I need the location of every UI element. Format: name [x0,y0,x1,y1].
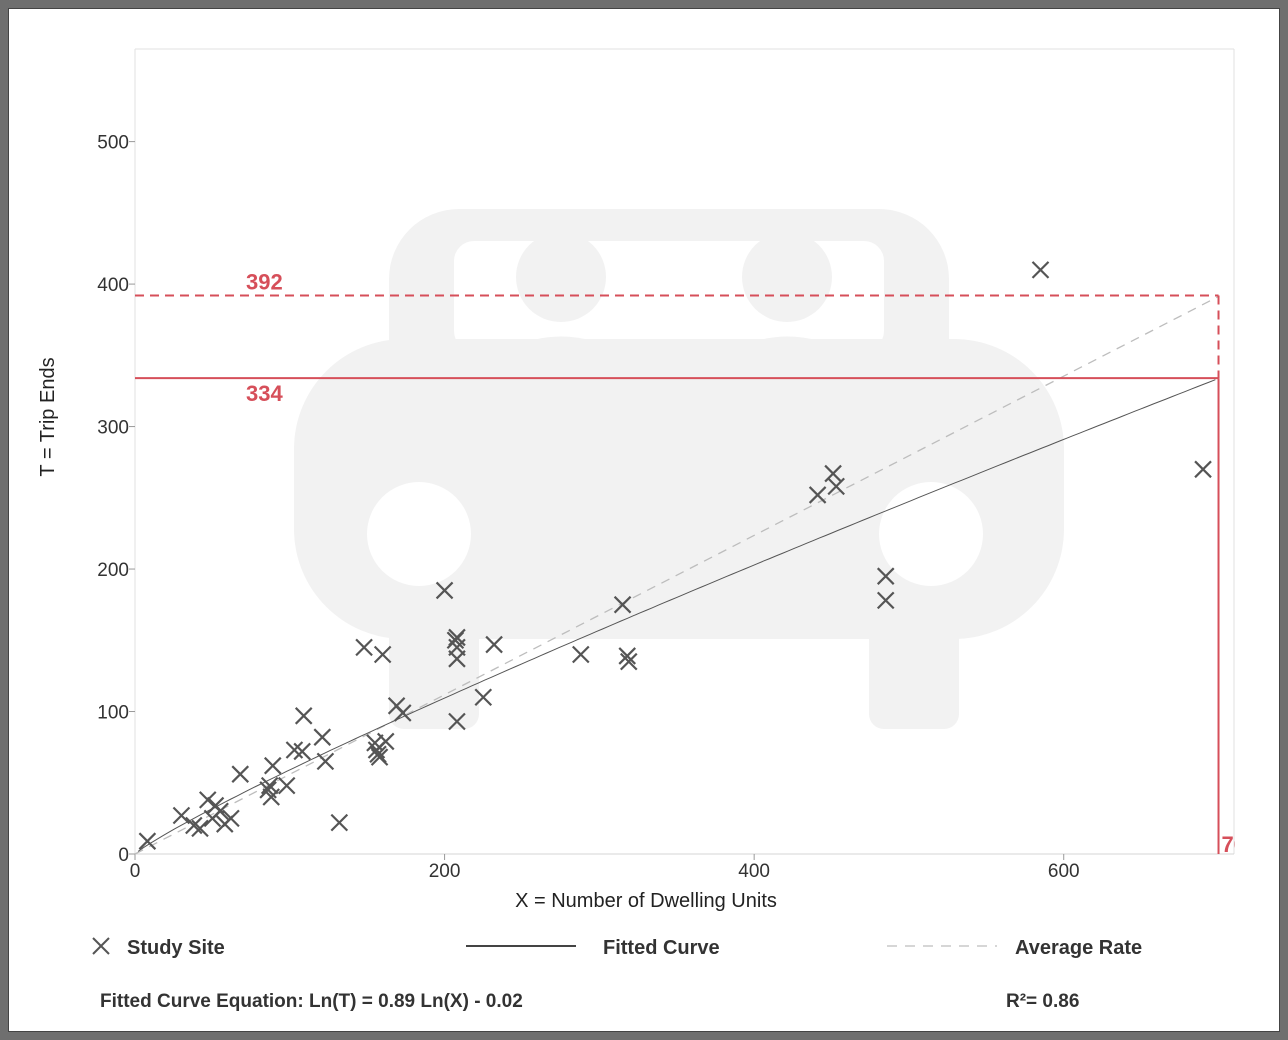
legend-study-site-icon [92,937,110,955]
chart-frame: 0 100 200 300 400 500 0 200 400 600 X = Number of… [8,8,1280,1032]
study-site-point [313,728,332,746]
study-site-point [370,748,389,766]
legend-average-rate-label: Average Rate [1015,937,1142,959]
car-watermark-icon [294,209,1064,729]
axis-ticks: 0 100 200 300 400 500 0 200 400 600 [97,133,1079,882]
study-site-point [619,652,638,671]
study-site-point [277,776,296,795]
study-site-point [474,688,493,707]
scatter-chart: 0 100 200 300 400 500 0 200 400 600 X = Number of… [37,48,1246,1012]
study-site-point [376,732,395,751]
study-site-point [222,809,240,828]
study-site-point [316,752,335,771]
fitted-curve-line [137,379,1216,852]
x-axis-title: X = Number of Dwelling Units [515,890,777,912]
x-tick-label: 600 [1048,861,1080,882]
study-site-point [262,788,280,806]
study-site-point [330,813,349,832]
y-tick-label: 300 [97,418,129,439]
legend-fitted-curve-label: Fitted Curve [603,937,720,959]
study-site-point [294,707,313,725]
y-tick-label: 0 [118,845,129,866]
x-tick-label: 400 [738,861,770,882]
y-tick-label: 200 [97,560,129,581]
study-site-point [435,581,454,600]
study-site-point [448,650,466,668]
x-tick-label: 200 [429,861,461,882]
study-site-markers [138,261,1212,850]
study-site-point [293,742,311,761]
y-tick-label: 500 [97,133,129,154]
study-site-point [618,647,637,665]
study-site-point [394,704,412,722]
legend-study-site-label: Study Site [127,937,225,959]
study-site-point [355,638,373,657]
study-site-point [191,819,209,838]
y-axis-title: T = Trip Ends [37,357,59,476]
study-site-point [185,816,203,835]
study-site-point [172,806,191,825]
legend: Study Site Fitted Curve Average Rate [92,937,1142,959]
study-site-point [1194,460,1212,479]
study-site-point [572,645,590,664]
study-site-point [613,595,632,614]
study-site-point [211,802,229,821]
study-site-point [876,591,895,610]
study-site-point [808,486,827,504]
study-site-point [1031,261,1050,279]
trend-lines [134,295,1219,855]
study-site-point [876,567,895,585]
study-site-point [373,645,392,664]
lookup-annotations: 392 334 70 [135,269,1246,857]
y-tick-label: 400 [97,275,129,296]
r-squared: R²= 0.86 [1006,991,1079,1012]
fitted-curve-equation: Fitted Curve Equation: Ln(T) = 0.89 Ln(X… [100,991,523,1012]
y-tick-label: 100 [97,703,129,724]
study-site-point [138,832,157,850]
study-site-point [448,712,466,731]
average-rate-line [134,295,1219,855]
fitted-value-label: 334 [246,381,283,406]
average-rate-value-label: 392 [246,269,283,294]
x-tick-label: 0 [130,861,141,882]
study-site-point [827,477,845,496]
study-site-point [263,756,282,775]
study-site-point [485,635,503,654]
study-site-point [231,765,250,783]
x-value-label: 70 [1222,832,1246,857]
